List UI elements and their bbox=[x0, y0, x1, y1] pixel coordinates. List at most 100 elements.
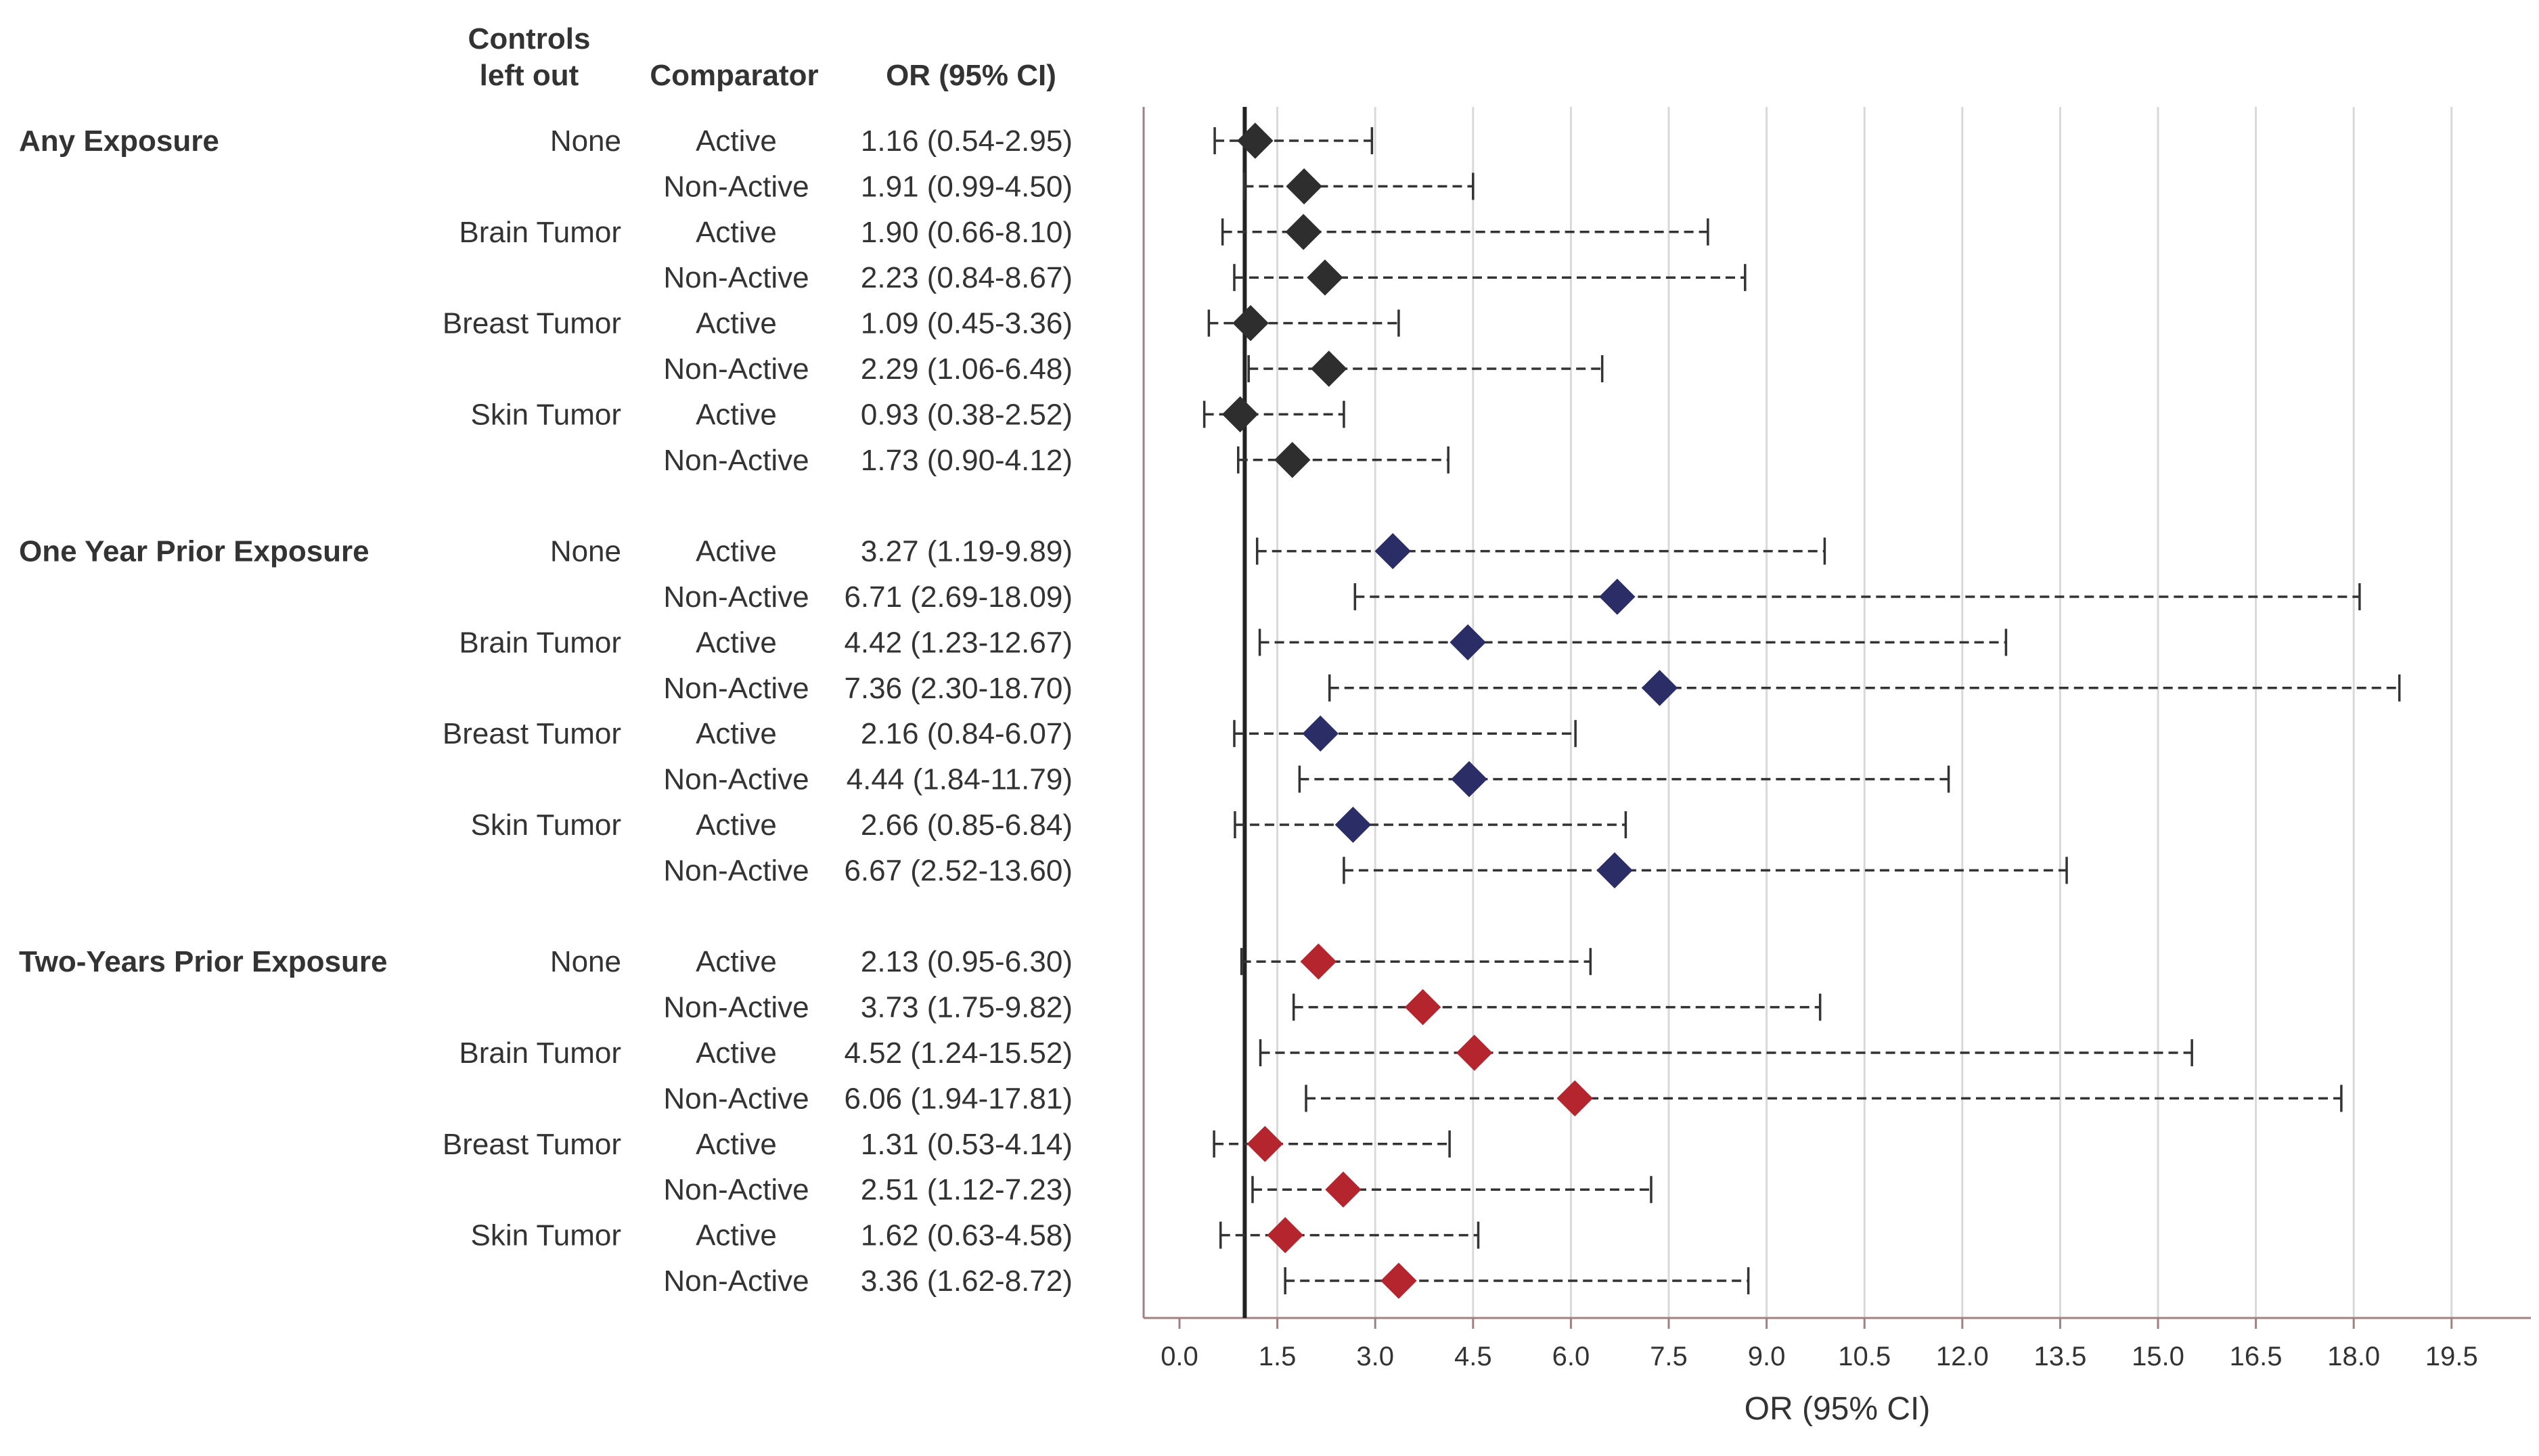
table-row: Skin Tumor Active 0.93 (0.38-2.52) bbox=[470, 398, 1073, 431]
comparator-cell: Active bbox=[696, 1219, 777, 1252]
comparator-cell: Non-Active bbox=[663, 352, 809, 386]
ci-mark-two-years-prior-exposure-6 bbox=[1219, 1216, 1480, 1254]
comparator-cell: Non-Active bbox=[663, 854, 809, 887]
or-ci-cell: 3.73 (1.75-9.82) bbox=[861, 991, 1073, 1024]
controls-left-out-cell: Breast Tumor bbox=[443, 307, 621, 340]
table-row: Non-Active 7.36 (2.30-18.70) bbox=[663, 672, 1073, 705]
ci-mark-any-exposure-2 bbox=[1221, 214, 1709, 250]
gridlines bbox=[1276, 107, 2453, 1318]
ci-mark-one-year-prior-exposure-1 bbox=[1353, 578, 2361, 615]
comparator-cell: Active bbox=[696, 809, 777, 842]
comparator-cell: Non-Active bbox=[663, 1173, 809, 1206]
controls-left-out-cell: None bbox=[550, 535, 621, 568]
ci-mark-one-year-prior-exposure-7 bbox=[1343, 852, 2068, 889]
header-controls-line2: left out bbox=[480, 59, 579, 92]
or-ci-cell: 1.16 (0.54-2.95) bbox=[861, 124, 1073, 158]
x-tick-label-1.5: 1.5 bbox=[1259, 1342, 1297, 1371]
column-headers: Controls left out Comparator OR (95% CI) bbox=[468, 22, 1056, 92]
table-row: Non-Active 2.29 (1.06-6.48) bbox=[663, 352, 1073, 386]
table-row: None Active 3.27 (1.19-9.89) bbox=[550, 535, 1073, 568]
or-ci-cell: 3.36 (1.62-8.72) bbox=[861, 1265, 1073, 1298]
table-row: Breast Tumor Active 2.16 (0.84-6.07) bbox=[443, 717, 1073, 750]
comparator-cell: Active bbox=[696, 124, 777, 158]
x-tick-label-7.5: 7.5 bbox=[1650, 1342, 1688, 1371]
x-tick-label-9.0: 9.0 bbox=[1748, 1342, 1786, 1371]
or-ci-cell: 2.16 (0.84-6.07) bbox=[861, 717, 1073, 750]
or-ci-cell: 6.06 (1.94-17.81) bbox=[844, 1082, 1073, 1115]
or-ci-cell: 2.13 (0.95-6.30) bbox=[861, 945, 1073, 978]
or-ci-cell: 7.36 (2.30-18.70) bbox=[844, 672, 1073, 705]
or-point-marker bbox=[1274, 442, 1311, 478]
header-controls-line1: Controls bbox=[468, 22, 591, 55]
comparator-cell: Non-Active bbox=[663, 991, 809, 1024]
table-row: Non-Active 1.91 (0.99-4.50) bbox=[663, 170, 1073, 203]
x-tick-label-19.5: 19.5 bbox=[2425, 1342, 2478, 1371]
or-point-marker bbox=[1450, 624, 1486, 661]
ci-mark-one-year-prior-exposure-3 bbox=[1328, 670, 2401, 706]
or-ci-cell: 1.31 (0.53-4.14) bbox=[861, 1128, 1073, 1161]
header-or-ci: OR (95% CI) bbox=[886, 59, 1056, 92]
controls-left-out-cell: Brain Tumor bbox=[459, 1037, 621, 1070]
ci-mark-one-year-prior-exposure-4 bbox=[1233, 715, 1577, 752]
comparator-cell: Active bbox=[696, 307, 777, 340]
or-ci-cell: 1.62 (0.63-4.58) bbox=[861, 1219, 1073, 1252]
controls-left-out-cell: Brain Tumor bbox=[459, 216, 621, 249]
ci-mark-any-exposure-3 bbox=[1233, 259, 1747, 296]
or-ci-cell: 2.51 (1.12-7.23) bbox=[861, 1173, 1073, 1206]
x-tick-label-4.5: 4.5 bbox=[1454, 1342, 1492, 1371]
table-row: Non-Active 3.73 (1.75-9.82) bbox=[663, 991, 1073, 1024]
table-row: Non-Active 1.73 (0.90-4.12) bbox=[663, 444, 1073, 477]
ci-mark-two-years-prior-exposure-0 bbox=[1240, 943, 1592, 980]
ci-mark-any-exposure-6 bbox=[1203, 396, 1345, 433]
or-point-marker bbox=[1404, 988, 1441, 1026]
or-point-marker bbox=[1599, 578, 1636, 615]
or-point-marker bbox=[1311, 350, 1347, 387]
ci-mark-any-exposure-1 bbox=[1242, 168, 1475, 205]
or-point-marker bbox=[1374, 532, 1411, 570]
controls-left-out-cell: Breast Tumor bbox=[443, 1128, 621, 1161]
x-tick-label-3.0: 3.0 bbox=[1356, 1342, 1394, 1371]
table-row: Non-Active 4.44 (1.84-11.79) bbox=[663, 763, 1073, 796]
table-row: Skin Tumor Active 2.66 (0.85-6.84) bbox=[470, 809, 1073, 842]
table-row: Non-Active 6.67 (2.52-13.60) bbox=[663, 854, 1073, 887]
or-ci-cell: 6.67 (2.52-13.60) bbox=[844, 854, 1073, 887]
comparator-cell: Non-Active bbox=[663, 763, 809, 796]
x-tick-label-0.0: 0.0 bbox=[1161, 1342, 1198, 1371]
comparator-cell: Active bbox=[696, 1128, 777, 1161]
or-point-marker bbox=[1237, 122, 1274, 159]
or-ci-cell: 1.90 (0.66-8.10) bbox=[861, 216, 1073, 249]
or-point-marker bbox=[1300, 943, 1337, 980]
controls-left-out-cell: Skin Tumor bbox=[470, 809, 621, 842]
comparator-cell: Non-Active bbox=[663, 444, 809, 477]
table-row: Brain Tumor Active 1.90 (0.66-8.10) bbox=[459, 216, 1073, 249]
ci-mark-two-years-prior-exposure-2 bbox=[1259, 1034, 2193, 1071]
controls-left-out-cell: Skin Tumor bbox=[470, 1219, 621, 1252]
comparator-cell: Active bbox=[696, 1037, 777, 1070]
table-row: Brain Tumor Active 4.42 (1.23-12.67) bbox=[459, 626, 1073, 659]
ci-mark-two-years-prior-exposure-3 bbox=[1305, 1080, 2343, 1117]
comparator-cell: Non-Active bbox=[663, 170, 809, 203]
ci-mark-one-year-prior-exposure-2 bbox=[1258, 624, 2008, 661]
or-ci-cell: 1.09 (0.45-3.36) bbox=[861, 307, 1073, 340]
plot-area: 0.0 1.5 3.0 4.5 6.0 7.5 9.0 10.5 12.0 13.5 15.0 16.… bbox=[1142, 107, 2531, 1427]
or-point-marker bbox=[1641, 670, 1678, 706]
or-ci-cell: 1.91 (0.99-4.50) bbox=[861, 170, 1073, 203]
ci-mark-two-years-prior-exposure-1 bbox=[1292, 988, 1822, 1026]
table-row: Non-Active 3.36 (1.62-8.72) bbox=[663, 1265, 1073, 1298]
or-point-marker bbox=[1596, 852, 1633, 889]
ci-mark-any-exposure-7 bbox=[1237, 442, 1450, 478]
or-point-marker bbox=[1267, 1216, 1303, 1254]
or-point-marker bbox=[1221, 396, 1259, 433]
table-row: Non-Active 2.51 (1.12-7.23) bbox=[663, 1173, 1073, 1206]
ci-mark-two-years-prior-exposure-7 bbox=[1284, 1262, 1750, 1299]
comparator-cell: Active bbox=[696, 216, 777, 249]
or-point-marker bbox=[1325, 1171, 1362, 1208]
comparator-cell: Non-Active bbox=[663, 261, 809, 294]
or-ci-cell: 3.27 (1.19-9.89) bbox=[861, 535, 1073, 568]
or-point-marker bbox=[1285, 214, 1322, 250]
ci-mark-one-year-prior-exposure-6 bbox=[1234, 806, 1627, 843]
or-ci-cell: 6.71 (2.69-18.09) bbox=[844, 581, 1073, 614]
ci-mark-one-year-prior-exposure-0 bbox=[1255, 532, 1826, 570]
or-point-marker bbox=[1246, 1126, 1283, 1162]
